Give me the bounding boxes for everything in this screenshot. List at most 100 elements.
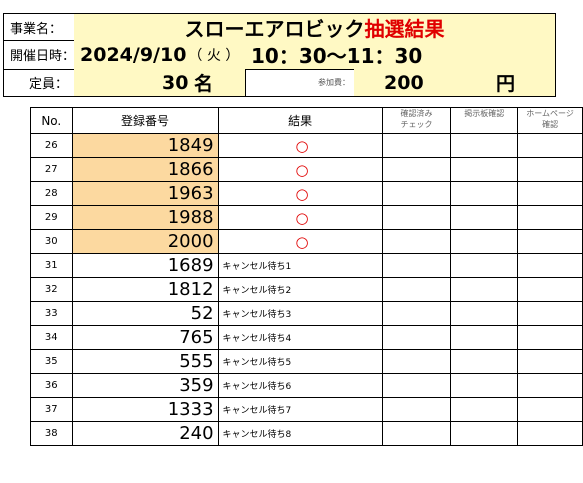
table-row: 33 52 キャンセル待ち3 bbox=[30, 301, 583, 326]
homepage-check-cell bbox=[517, 397, 583, 422]
registration-number: 1963 bbox=[71, 181, 219, 206]
result-cell: ○ bbox=[217, 157, 383, 182]
confirmed-check-cell bbox=[381, 397, 452, 422]
confirmed-check-cell bbox=[381, 301, 452, 326]
homepage-check-cell bbox=[517, 277, 583, 302]
row-number: 33 bbox=[30, 301, 73, 326]
board-check-cell bbox=[450, 133, 519, 158]
homepage-check-cell bbox=[517, 373, 583, 398]
result-cell: キャンセル待ち7 bbox=[217, 397, 383, 422]
registration-number: 1333 bbox=[71, 397, 219, 422]
column-header-homepage-check: ホームページ 確認 bbox=[517, 107, 583, 134]
homepage-check-cell bbox=[517, 301, 583, 326]
board-check-cell bbox=[450, 157, 519, 182]
column-header-registration: 登録番号 bbox=[71, 107, 219, 134]
result-cell: キャンセル待ち5 bbox=[217, 349, 383, 374]
result-cell: キャンセル待ち8 bbox=[217, 421, 383, 446]
board-check-cell bbox=[450, 229, 519, 254]
table-row: 32 1812 キャンセル待ち2 bbox=[30, 277, 583, 302]
row-number: 28 bbox=[30, 181, 73, 206]
row-number: 36 bbox=[30, 373, 73, 398]
registration-number: 1812 bbox=[71, 277, 219, 302]
board-check-cell bbox=[450, 181, 519, 206]
confirmed-check-cell bbox=[381, 421, 452, 446]
registration-number: 1866 bbox=[71, 157, 219, 182]
result-cell: キャンセル待ち4 bbox=[217, 325, 383, 350]
confirmed-check-cell bbox=[381, 277, 452, 302]
table-row: 35 555 キャンセル待ち5 bbox=[30, 349, 583, 374]
homepage-check-cell bbox=[517, 181, 583, 206]
registration-number: 555 bbox=[71, 349, 219, 374]
board-check-cell bbox=[450, 301, 519, 326]
registration-number: 359 bbox=[71, 373, 219, 398]
homepage-check-cell bbox=[517, 253, 583, 278]
fee-label: 参加費： bbox=[245, 69, 355, 97]
result-cell: キャンセル待ち2 bbox=[217, 277, 383, 302]
homepage-check-cell bbox=[517, 229, 583, 254]
homepage-check-cell bbox=[517, 349, 583, 374]
row-number: 27 bbox=[30, 157, 73, 182]
confirmed-check-cell bbox=[381, 373, 452, 398]
board-check-cell bbox=[450, 373, 519, 398]
column-header-no: No. bbox=[30, 107, 73, 134]
registration-number: 765 bbox=[71, 325, 219, 350]
result-cell: キャンセル待ち1 bbox=[217, 253, 383, 278]
weekday-value: （ 火 ） bbox=[188, 47, 240, 64]
confirmed-check-cell bbox=[381, 325, 452, 350]
result-cell: キャンセル待ち6 bbox=[217, 373, 383, 398]
table-row: 36 359 キャンセル待ち6 bbox=[30, 373, 583, 398]
confirmed-check-cell bbox=[381, 133, 452, 158]
confirmed-check-cell bbox=[381, 229, 452, 254]
registration-number: 1849 bbox=[71, 133, 219, 158]
homepage-check-cell bbox=[517, 133, 583, 158]
registration-number: 1988 bbox=[71, 205, 219, 230]
event-title: スローエアロビック 抽選結果 bbox=[74, 13, 556, 41]
table-row: 28 1963 ○ bbox=[30, 181, 583, 206]
event-time: 10：30～11：30 bbox=[245, 40, 556, 70]
registration-number: 52 bbox=[71, 301, 219, 326]
table-row: 31 1689 キャンセル待ち1 bbox=[30, 253, 583, 278]
board-check-cell bbox=[450, 325, 519, 350]
row-number: 38 bbox=[30, 421, 73, 446]
board-check-cell bbox=[450, 277, 519, 302]
results-table: No. 登録番号 結果 確認済み チェック 掲示板確認 ホームページ 確認 26… bbox=[30, 107, 583, 446]
event-date: 2024/9/10 （ 火 ） bbox=[74, 40, 246, 70]
capacity-unit: 名 bbox=[194, 73, 214, 95]
event-title-main: スローエアロビック bbox=[184, 16, 365, 41]
row-number: 29 bbox=[30, 205, 73, 230]
board-check-cell bbox=[450, 421, 519, 446]
fee-unit: 円 bbox=[496, 73, 516, 95]
fee-value: 200 bbox=[384, 71, 424, 94]
board-check-cell bbox=[450, 349, 519, 374]
capacity-box: 30 名 bbox=[74, 69, 246, 97]
registration-number: 1689 bbox=[71, 253, 219, 278]
confirmed-check-cell bbox=[381, 181, 452, 206]
confirmed-check-cell bbox=[381, 205, 452, 230]
table-row: 30 2000 ○ bbox=[30, 229, 583, 254]
board-check-cell bbox=[450, 397, 519, 422]
date-value: 2024/9/10 bbox=[80, 43, 187, 66]
confirmed-check-cell bbox=[381, 157, 452, 182]
homepage-check-cell bbox=[517, 421, 583, 446]
event-title-result: 抽選結果 bbox=[364, 16, 445, 41]
row-number: 32 bbox=[30, 277, 73, 302]
table-row: 27 1866 ○ bbox=[30, 157, 583, 182]
confirmed-check-cell bbox=[381, 349, 452, 374]
column-header-confirmed-check: 確認済み チェック bbox=[381, 107, 452, 134]
table-row: 26 1849 ○ bbox=[30, 133, 583, 158]
row-number: 34 bbox=[30, 325, 73, 350]
table-header-row: No. 登録番号 結果 確認済み チェック 掲示板確認 ホームページ 確認 bbox=[30, 107, 583, 134]
table-row: 38 240 キャンセル待ち8 bbox=[30, 421, 583, 446]
table-row: 29 1988 ○ bbox=[30, 205, 583, 230]
result-cell: キャンセル待ち3 bbox=[217, 301, 383, 326]
result-cell: ○ bbox=[217, 229, 383, 254]
capacity-label: 定員： bbox=[3, 69, 75, 97]
capacity-value: 30 bbox=[162, 71, 189, 94]
row-number: 35 bbox=[30, 349, 73, 374]
homepage-check-cell bbox=[517, 157, 583, 182]
homepage-check-cell bbox=[517, 205, 583, 230]
row-number: 37 bbox=[30, 397, 73, 422]
table-row: 34 765 キャンセル待ち4 bbox=[30, 325, 583, 350]
row-number: 30 bbox=[30, 229, 73, 254]
board-check-cell bbox=[450, 205, 519, 230]
